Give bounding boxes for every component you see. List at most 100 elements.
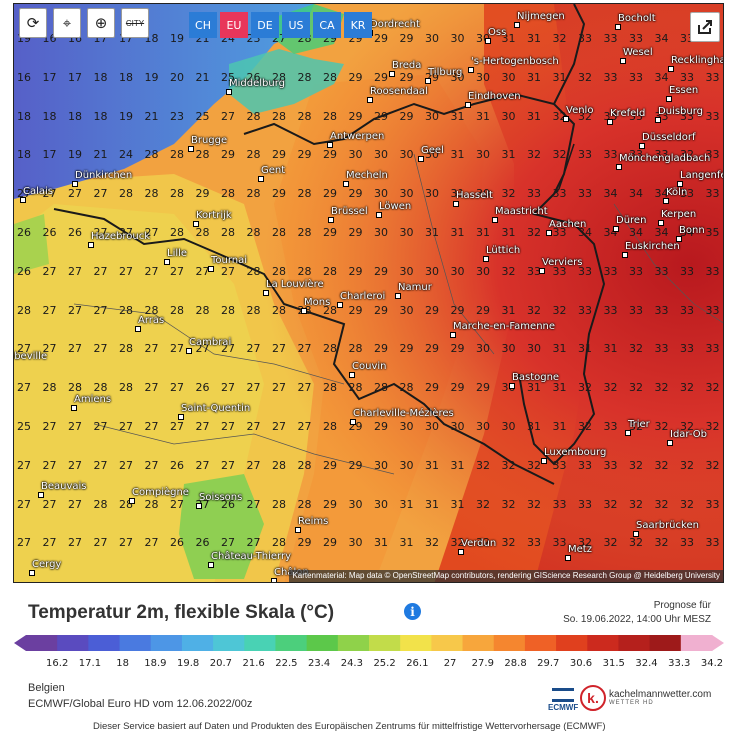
temperature-value: 31 — [501, 226, 516, 239]
temperature-value: 18 — [119, 70, 133, 84]
temperature-value: 29 — [348, 109, 363, 123]
km-logo-sub: WETTER HD — [609, 700, 654, 706]
scale-tick-label: 31.5 — [602, 658, 625, 669]
temperature-value: 28 — [119, 342, 133, 356]
temperature-value: 28 — [221, 226, 235, 239]
scale-segment — [462, 635, 495, 651]
map-background — [14, 4, 723, 582]
temperature-value: 29 — [348, 226, 363, 239]
temperature-value: 28 — [246, 303, 261, 317]
km-logo-name: kachelmannwetter.com — [609, 689, 712, 700]
temperature-value: 20 — [170, 70, 184, 84]
zoom-icon[interactable]: ⊕ — [87, 8, 115, 38]
temperature-value: 33 — [705, 536, 720, 550]
city-label: Breda — [388, 60, 422, 77]
temperature-value: 27 — [42, 536, 57, 550]
temperature-value: 31 — [450, 458, 465, 472]
tab-kr[interactable]: KR — [344, 12, 372, 38]
temperature-value: 29 — [425, 342, 439, 356]
temperature-value: 30 — [450, 264, 465, 278]
temperature-value: 32 — [527, 497, 541, 511]
reload-icon[interactable]: ⟳ — [19, 8, 47, 38]
temperature-value: 26 — [170, 536, 184, 550]
temperature-value: 25 — [195, 109, 210, 123]
share-icon[interactable] — [690, 12, 720, 42]
temperature-value: 27 — [119, 536, 133, 550]
city-label: Eindhoven — [465, 91, 521, 108]
temperature-value: 34 — [654, 226, 669, 239]
temperature-value: 29 — [374, 32, 388, 45]
kachelmannwetter-logo[interactable]: k. kachelmannwetter.com WETTER HD — [580, 685, 711, 711]
city-label: Saint-Quentin — [177, 403, 251, 420]
color-scale-ticks: 16.2 17.1 18 18.9 19.8 20.7 21.6 22.5 23.4 24.3 25… — [14, 658, 724, 672]
tab-de[interactable]: DE — [251, 12, 279, 38]
tab-eu[interactable]: EU — [220, 12, 248, 38]
temperature-value: 28 — [297, 264, 312, 278]
temperature-value: 29 — [323, 148, 337, 162]
scale-segment — [587, 635, 619, 651]
temperature-value: 28 — [246, 148, 261, 162]
temperature-value: 28 — [170, 148, 184, 162]
temperature-value: 27 — [246, 536, 261, 550]
temperature-value: 30 — [501, 342, 516, 356]
city-label: Middelburg — [225, 78, 286, 95]
temperature-value: 28 — [17, 303, 31, 317]
temperature-value: 29 — [374, 420, 388, 433]
temperature-value: 28 — [297, 70, 312, 84]
temperature-value: 25 — [221, 70, 235, 84]
temperature-value: 27 — [246, 458, 261, 472]
temperature-value: 32 — [552, 303, 567, 317]
temperature-value: 27 — [93, 226, 108, 239]
temperature-value: 31 — [399, 536, 414, 550]
scale-tick-label: 30.6 — [569, 658, 593, 669]
tab-us[interactable]: US — [282, 12, 310, 38]
city-toggle-icon[interactable]: CITY — [121, 8, 149, 38]
scale-segment — [213, 635, 245, 651]
temperature-value: 29 — [450, 342, 465, 356]
temperature-value: 29 — [399, 109, 414, 123]
temperature-value: 31 — [501, 32, 516, 45]
temperature-value: 32 — [705, 381, 720, 395]
temperature-value: 28 — [144, 187, 159, 201]
temperature-value: 32 — [501, 187, 516, 201]
temperature-value: 33 — [578, 264, 592, 278]
tab-ch[interactable]: CH — [189, 12, 217, 38]
temperature-value: 27 — [195, 420, 210, 433]
temperature-value: 30 — [399, 148, 414, 162]
city-label: Luxembourg — [540, 447, 607, 464]
temperature-value: 27 — [68, 264, 82, 278]
temperature-value: 27 — [68, 458, 82, 472]
city-label: Euskirchen — [622, 241, 680, 258]
info-icon[interactable]: i — [404, 603, 421, 620]
temperature-value: 18 — [93, 70, 108, 84]
temperature-value: 28 — [374, 381, 388, 395]
scale-segment — [680, 635, 713, 651]
temperature-value: 30 — [476, 70, 490, 84]
scale-segment — [431, 635, 464, 651]
temperature-value: 31 — [450, 187, 465, 201]
temperature-value: 30 — [374, 497, 388, 511]
temperature-value: 33 — [552, 497, 567, 511]
temperature-value: 19 — [68, 148, 82, 162]
temperature-value: 27 — [221, 381, 235, 395]
temperature-value: 28 — [195, 148, 210, 162]
temperature-value: 16 — [17, 70, 31, 84]
scale-segment — [150, 635, 183, 651]
temperature-value: 32 — [654, 458, 669, 472]
temperature-value: 31 — [552, 381, 567, 395]
city-label: Trier — [625, 419, 650, 436]
temperature-value: 33 — [578, 187, 592, 201]
temperature-value: 29 — [348, 187, 363, 201]
temperature-value: 33 — [603, 32, 618, 45]
temperature-value: 27 — [93, 458, 108, 472]
temperature-value: 32 — [476, 497, 490, 511]
temperature-value: 32 — [501, 458, 516, 472]
temperature-map[interactable]: 19 16 16 17 17 18 19 21 24 23 27 28 29 29 29 29 30 30 30 31… — [13, 3, 724, 583]
scale-segment — [119, 635, 152, 651]
tab-ca[interactable]: CA — [313, 12, 341, 38]
temperature-value: 29 — [297, 148, 312, 162]
temperature-value: 33 — [680, 70, 694, 84]
temperature-value: 28 — [119, 303, 133, 317]
location-pin-icon[interactable]: ⌖ — [53, 8, 81, 38]
temperature-value: 32 — [680, 458, 694, 472]
